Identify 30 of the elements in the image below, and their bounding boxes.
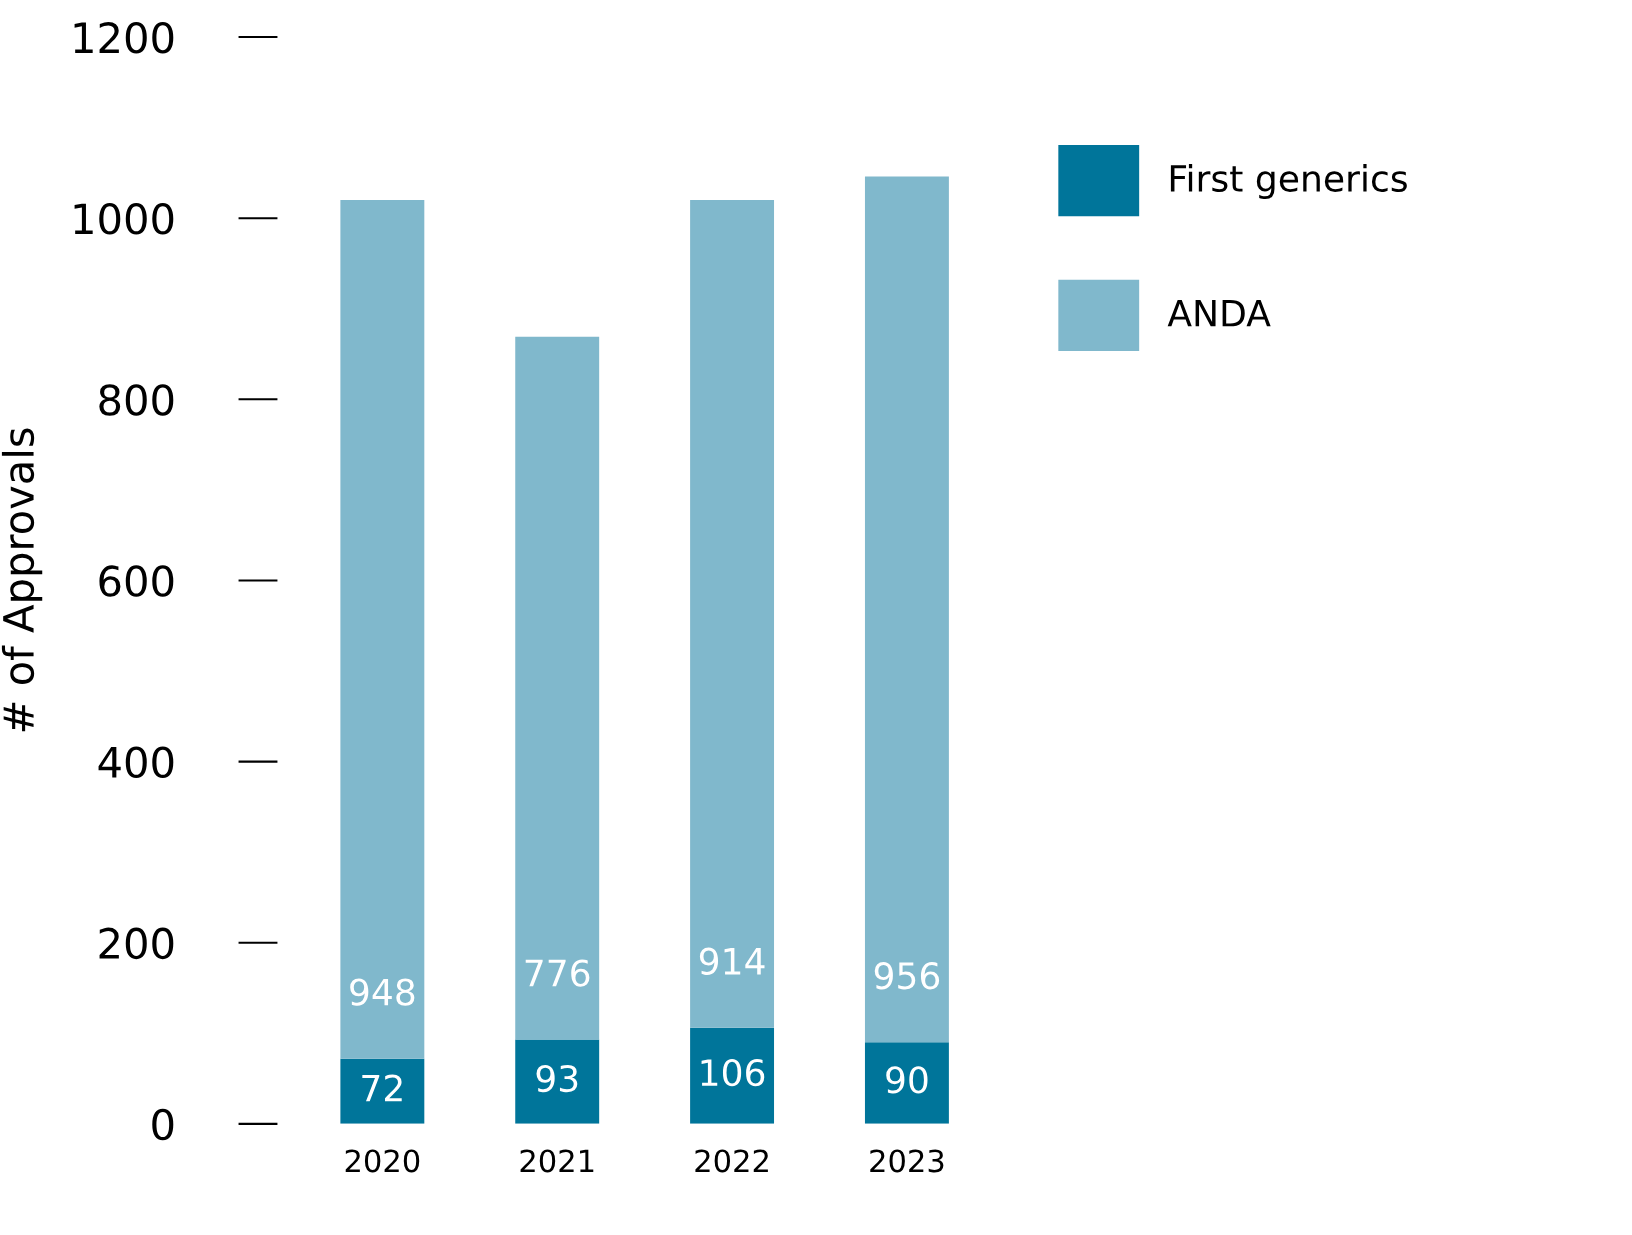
x-tick-label: 2022 — [695, 1149, 768, 1173]
y-axis-title: # of Approvals — [1, 428, 43, 732]
legend-label: ANDA — [1167, 300, 1271, 327]
y-tick-label: 1000 — [74, 203, 174, 235]
bar — [690, 1027, 775, 1124]
y-tick-label: 1200 — [74, 21, 174, 54]
data-label: 956 — [874, 962, 940, 990]
y-tick-label: 600 — [99, 565, 174, 597]
bar — [515, 1039, 600, 1124]
bar — [340, 200, 425, 1059]
x-tick-label: 2021 — [520, 1149, 594, 1173]
data-label: 90 — [886, 1066, 928, 1094]
y-tick-label: 400 — [98, 746, 174, 779]
y-tick-label: 0 — [152, 1108, 174, 1141]
x-tick-label: 2020 — [345, 1149, 420, 1173]
data-label: 914 — [699, 947, 765, 975]
bar — [690, 200, 775, 1028]
data-label: 72 — [362, 1074, 402, 1102]
legend-label: First generics — [1170, 164, 1407, 199]
bar — [340, 1058, 425, 1124]
data-label: 948 — [350, 978, 415, 1006]
y-tick-label: 200 — [99, 927, 174, 960]
data-label: 776 — [525, 959, 590, 987]
bar — [864, 176, 949, 1043]
y-tick-label: 800 — [99, 384, 174, 416]
x-tick-label: 2023 — [870, 1149, 944, 1173]
bar — [515, 336, 600, 1040]
data-label: 93 — [536, 1064, 578, 1093]
data-label: 106 — [701, 1059, 765, 1087]
bar — [864, 1042, 949, 1124]
